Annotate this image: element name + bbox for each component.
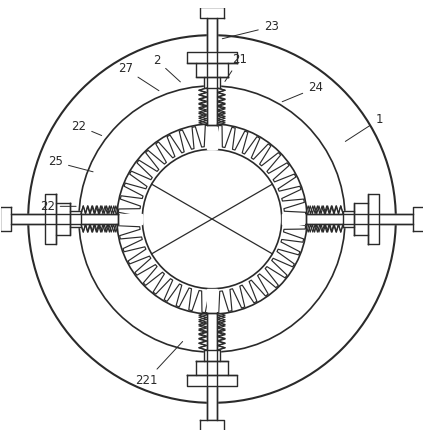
Polygon shape (413, 207, 424, 231)
Polygon shape (206, 289, 218, 314)
Polygon shape (306, 213, 413, 225)
Text: 27: 27 (118, 63, 159, 91)
Polygon shape (117, 213, 142, 225)
Text: 24: 24 (282, 81, 323, 102)
Text: 2: 2 (153, 54, 180, 82)
Polygon shape (187, 375, 237, 386)
Polygon shape (204, 350, 220, 360)
Polygon shape (206, 124, 218, 149)
Text: 23: 23 (222, 20, 279, 39)
Text: 1: 1 (345, 113, 383, 141)
Polygon shape (368, 194, 379, 244)
Text: 221: 221 (135, 342, 183, 387)
Text: 22: 22 (40, 200, 76, 213)
Polygon shape (200, 420, 224, 431)
Polygon shape (11, 213, 118, 225)
Polygon shape (196, 360, 228, 375)
Polygon shape (70, 211, 81, 227)
Text: 22: 22 (71, 120, 102, 135)
Polygon shape (45, 194, 56, 244)
Text: 21: 21 (225, 53, 247, 81)
Polygon shape (206, 313, 218, 420)
Polygon shape (343, 211, 354, 227)
Polygon shape (204, 78, 220, 88)
Polygon shape (354, 203, 368, 235)
Polygon shape (282, 213, 307, 225)
Polygon shape (187, 52, 237, 63)
Polygon shape (200, 7, 224, 18)
Polygon shape (56, 203, 70, 235)
Text: 25: 25 (48, 155, 93, 172)
Polygon shape (206, 18, 218, 125)
Polygon shape (0, 207, 11, 231)
Polygon shape (196, 63, 228, 78)
